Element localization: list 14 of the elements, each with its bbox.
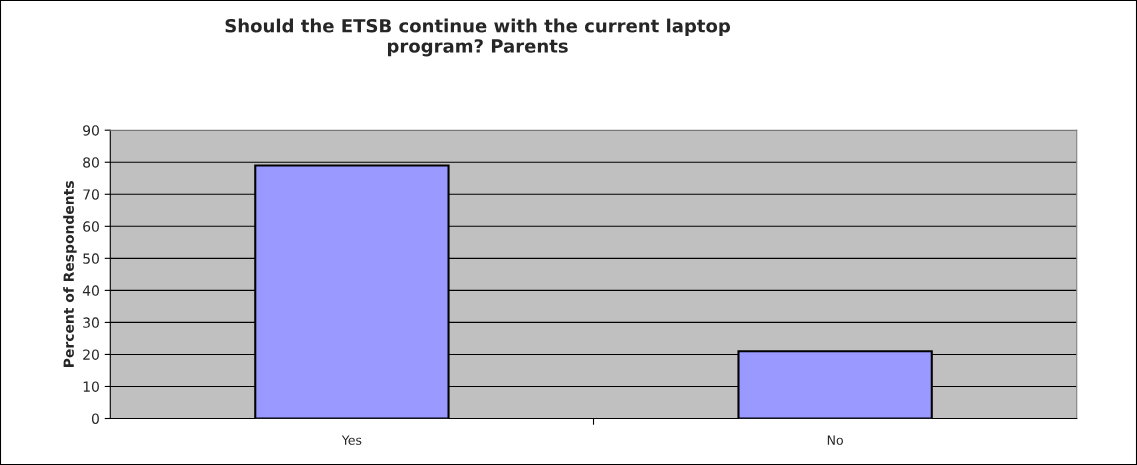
x-tick-label: No [827, 435, 843, 445]
y-tick-label: 60 [83, 221, 99, 232]
y-tick-label: 20 [83, 349, 99, 360]
y-tick-label: 50 [83, 253, 99, 264]
y-tick-label: 90 [83, 125, 99, 136]
x-tick-label: Yes [341, 435, 362, 445]
y-tick-label: 40 [82, 285, 99, 296]
y-tick-label: 0 [91, 413, 99, 424]
y-tick-label: 80 [83, 157, 99, 168]
y-axis-title: Percent of Respondents [63, 181, 77, 367]
y-tick-label: 30 [83, 317, 99, 328]
chart-title: Should the ETSB continue with the current laptop program? Parents [225, 18, 731, 57]
y-tick-label: 70 [83, 189, 99, 200]
y-tick-label: 10 [83, 381, 99, 392]
